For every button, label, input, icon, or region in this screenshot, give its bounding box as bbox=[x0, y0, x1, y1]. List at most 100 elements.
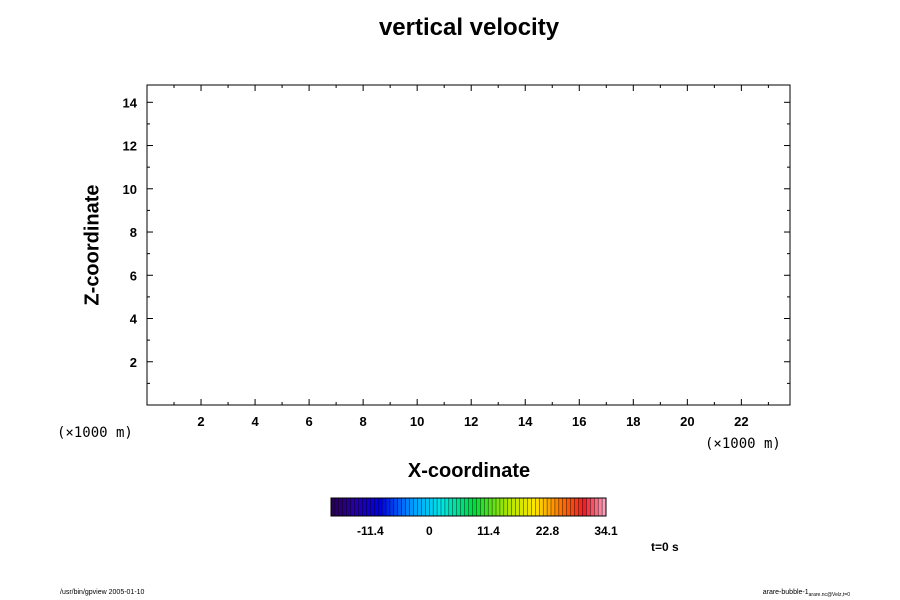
colorbar-cell bbox=[519, 497, 524, 517]
colorbar-cell bbox=[362, 497, 367, 517]
x-tick-label: 16 bbox=[572, 414, 586, 429]
colorbar-cell bbox=[590, 497, 595, 517]
x-tick-label: 20 bbox=[680, 414, 694, 429]
x-tick-label: 8 bbox=[360, 414, 367, 429]
x-tick-label: 18 bbox=[626, 414, 640, 429]
colorbar: -11.4 0 11.4 22.8 34.1 bbox=[330, 497, 618, 538]
x-tick-label: 22 bbox=[734, 414, 748, 429]
colorbar-cell bbox=[503, 497, 509, 517]
colorbar-cell bbox=[429, 497, 434, 517]
colorbar-cell bbox=[484, 497, 489, 517]
colorbar-cell bbox=[342, 497, 348, 517]
x-axis-label: X-coordinate bbox=[407, 460, 531, 482]
footer-program-info: /usr/bin/gpview 2005-01-10 bbox=[60, 589, 145, 596]
colorbar-cell bbox=[432, 497, 438, 517]
colorbar-cell bbox=[354, 497, 360, 517]
colorbar-cell bbox=[507, 497, 513, 517]
colorbar-cell bbox=[546, 497, 552, 517]
colorbar-cell bbox=[464, 497, 470, 517]
colorbar-cell bbox=[405, 497, 411, 517]
colorbar-cell bbox=[480, 497, 485, 517]
colorbar-cell bbox=[460, 497, 466, 517]
colorbar-cell bbox=[350, 497, 356, 517]
colorbar-cell bbox=[440, 497, 446, 517]
colorbar-cell bbox=[491, 497, 497, 517]
colorbar-cell bbox=[531, 497, 536, 517]
colorbar-cell bbox=[448, 497, 454, 517]
y-tick-label: 8 bbox=[130, 225, 137, 240]
colorbar-cell bbox=[495, 497, 501, 517]
colorbar-cell bbox=[425, 497, 430, 517]
colorbar-cell bbox=[444, 497, 450, 517]
colorbar-cell bbox=[594, 497, 599, 517]
x-tick-label: 2 bbox=[197, 414, 204, 429]
x-tick-label: 4 bbox=[251, 414, 259, 429]
colorbar-tick-label: 11.4 bbox=[477, 524, 500, 538]
y-tick-label: 12 bbox=[123, 139, 137, 154]
colorbar-cell bbox=[472, 497, 477, 517]
y-tick-label: 10 bbox=[123, 182, 137, 197]
y-axis-label: Z-coordinate bbox=[81, 184, 104, 306]
colorbar-cell bbox=[381, 497, 387, 517]
colorbar-cell bbox=[358, 497, 363, 517]
colorbar-cell bbox=[413, 497, 418, 517]
time-label: t=0 s bbox=[651, 540, 679, 554]
colorbar-cell bbox=[401, 497, 407, 517]
colorbar-tick-label: 22.8 bbox=[536, 524, 560, 538]
colorbar-cell bbox=[452, 497, 458, 517]
colorbar-cell bbox=[334, 497, 340, 517]
colorbar-cell bbox=[338, 497, 344, 517]
x-tick-label: 6 bbox=[305, 414, 312, 429]
plot-frame bbox=[146, 84, 791, 406]
colorbar-cell bbox=[346, 497, 352, 517]
colorbar-cell bbox=[393, 497, 399, 517]
colorbar-cell bbox=[562, 497, 568, 517]
colorbar-cell bbox=[377, 497, 383, 517]
colorbar-cell bbox=[582, 497, 587, 517]
colorbar-cell bbox=[417, 497, 422, 517]
colorbar-cell bbox=[389, 497, 395, 517]
colorbar-cell bbox=[554, 497, 560, 517]
footer-file-name: arare-bubble-1 bbox=[762, 589, 809, 596]
colorbar-cell bbox=[539, 497, 544, 517]
y-axis-unit: (×1000 m) bbox=[57, 425, 133, 441]
colorbar-cell bbox=[421, 497, 426, 517]
colorbar-cell bbox=[385, 497, 391, 517]
colorbar-cell bbox=[476, 497, 481, 517]
colorbar-tick-label: 34.1 bbox=[594, 524, 618, 538]
colorbar-cell bbox=[578, 497, 583, 517]
x-tick-label: 14 bbox=[518, 414, 533, 429]
x-axis-unit: (×1000 m) bbox=[705, 436, 781, 452]
colorbar-cell bbox=[597, 497, 603, 517]
colorbar-cell bbox=[366, 497, 371, 517]
colorbar-tick-label: -11.4 bbox=[357, 524, 384, 538]
y-tick-label: 14 bbox=[123, 95, 138, 110]
colorbar-cell bbox=[499, 497, 505, 517]
colorbar-cell bbox=[436, 497, 442, 517]
x-tick-label: 12 bbox=[464, 414, 478, 429]
colorbar-frame bbox=[330, 497, 607, 517]
colorbar-cell bbox=[570, 497, 576, 517]
colorbar-cell bbox=[586, 497, 591, 517]
colorbar-cell bbox=[468, 497, 473, 517]
colorbar-cell bbox=[409, 497, 415, 517]
footer-file-info: arare-bubble-1arare.nc@Velz,t=0 bbox=[763, 589, 850, 598]
colorbar-cell bbox=[511, 497, 517, 517]
colorbar-cell bbox=[374, 497, 379, 517]
colorbar-cell bbox=[542, 497, 548, 517]
colorbar-cell bbox=[523, 497, 528, 517]
colorbar-cell bbox=[535, 497, 540, 517]
colorbar-cell bbox=[487, 497, 493, 517]
colorbar-cell bbox=[527, 497, 532, 517]
colorbar-cell bbox=[370, 497, 375, 517]
y-tick-label: 4 bbox=[130, 312, 138, 327]
colorbar-tick-label: 0 bbox=[426, 524, 433, 538]
colorbar-cell bbox=[550, 497, 556, 517]
colorbar-cell bbox=[330, 497, 336, 517]
y-tick-label: 6 bbox=[130, 268, 137, 283]
colorbar-cell bbox=[515, 497, 521, 517]
y-tick-label: 2 bbox=[130, 355, 137, 370]
chart-title: vertical velocity bbox=[378, 14, 560, 41]
